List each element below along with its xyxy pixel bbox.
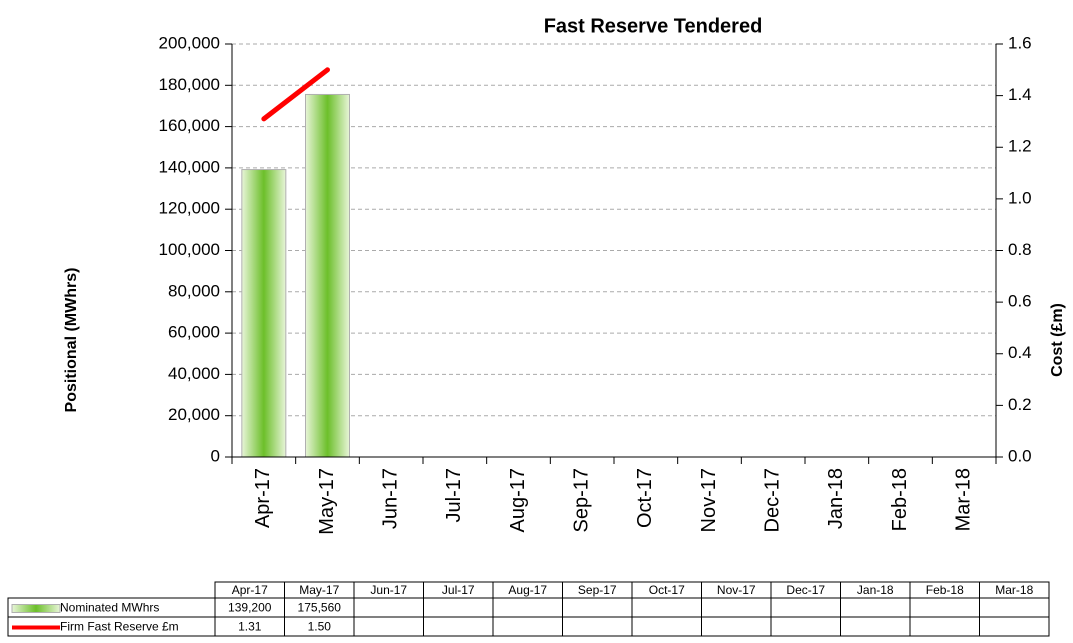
x-tick-label: Jul-17 bbox=[443, 468, 465, 522]
table-value: 175,560 bbox=[298, 601, 342, 615]
table-header: Mar-18 bbox=[995, 583, 1033, 597]
y2-tick-label: 1.6 bbox=[1008, 33, 1032, 52]
y2-axis-label: Cost (£m) bbox=[1049, 303, 1066, 377]
y-tick-label: 120,000 bbox=[159, 199, 220, 218]
table-header: Sep-17 bbox=[578, 583, 617, 597]
x-tick-label: Oct-17 bbox=[634, 468, 656, 528]
line bbox=[261, 67, 330, 122]
x-tick-label: Feb-18 bbox=[889, 468, 911, 531]
legend-label: Firm Fast Reserve £m bbox=[60, 620, 179, 634]
bar bbox=[241, 169, 287, 458]
x-tick-label: Aug-17 bbox=[507, 468, 529, 533]
table-header: Aug-17 bbox=[508, 583, 547, 597]
x-tick-label: Mar-18 bbox=[952, 468, 974, 531]
y2-tick-label: 1.0 bbox=[1008, 188, 1032, 207]
chart-title: Fast Reserve Tendered bbox=[544, 15, 763, 37]
table-value: 139,200 bbox=[228, 601, 272, 615]
y-tick-label: 80,000 bbox=[168, 281, 220, 300]
y-tick-label: 160,000 bbox=[159, 116, 220, 135]
y-tick-label: 60,000 bbox=[168, 323, 220, 342]
x-tick-label: Sep-17 bbox=[570, 468, 592, 533]
y-tick-label: 100,000 bbox=[159, 240, 220, 259]
y-tick-label: 40,000 bbox=[168, 364, 220, 383]
y2-tick-label: 0.8 bbox=[1008, 240, 1032, 259]
y2-tick-label: 1.4 bbox=[1008, 85, 1032, 104]
table-header: Feb-18 bbox=[926, 583, 964, 597]
y-tick-label: 200,000 bbox=[159, 33, 220, 52]
y-tick-label: 140,000 bbox=[159, 157, 220, 176]
y2-tick-label: 0.6 bbox=[1008, 292, 1032, 311]
table-value: 1.50 bbox=[308, 620, 332, 634]
x-tick-label: Jun-17 bbox=[379, 468, 401, 529]
table-header: May-17 bbox=[299, 583, 339, 597]
table-header: Apr-17 bbox=[232, 583, 268, 597]
table-header: Dec-17 bbox=[786, 583, 825, 597]
legend-swatch bbox=[11, 604, 61, 613]
legend-label: Nominated MWhrs bbox=[60, 601, 159, 615]
x-tick-label: Nov-17 bbox=[698, 468, 720, 532]
bar bbox=[305, 93, 350, 458]
y2-tick-label: 0.4 bbox=[1008, 343, 1032, 362]
table-header: Jun-17 bbox=[370, 583, 407, 597]
x-tick-label: Jan-18 bbox=[825, 468, 847, 529]
table-value: 1.31 bbox=[238, 620, 262, 634]
table-header: Jan-18 bbox=[857, 583, 894, 597]
y2-tick-label: 1.2 bbox=[1008, 137, 1032, 156]
x-tick-label: Apr-17 bbox=[252, 468, 274, 528]
x-tick-label: Dec-17 bbox=[761, 468, 783, 532]
x-tick-label: May-17 bbox=[316, 468, 338, 535]
y-tick-label: 20,000 bbox=[168, 405, 220, 424]
table-header: Oct-17 bbox=[649, 583, 685, 597]
table-header: Nov-17 bbox=[717, 583, 756, 597]
y-tick-label: 180,000 bbox=[159, 75, 220, 94]
y2-tick-label: 0.2 bbox=[1008, 395, 1032, 414]
table-header: Jul-17 bbox=[442, 583, 475, 597]
y-tick-label: 0 bbox=[211, 446, 220, 465]
y-axis-label: Positional (MWhrs) bbox=[63, 268, 80, 413]
y2-tick-label: 0.0 bbox=[1008, 446, 1032, 465]
